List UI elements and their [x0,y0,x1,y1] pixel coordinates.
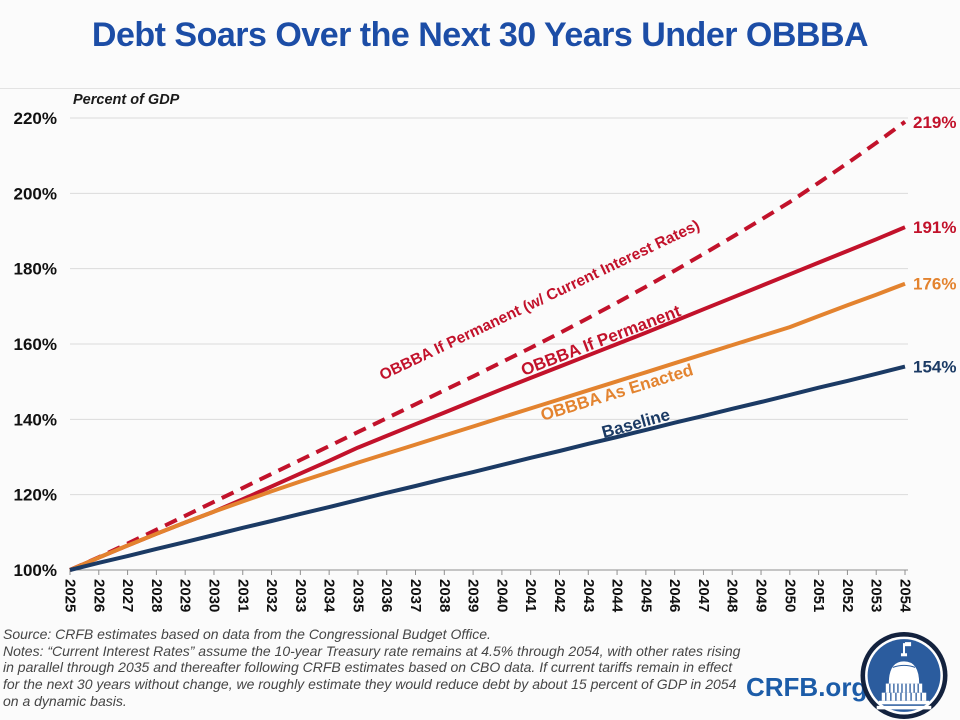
title-divider [0,88,960,89]
x-axis-tick-label: 2036 [378,579,395,612]
x-axis-tick-label: 2037 [407,579,424,612]
x-axis-tick-label: 2033 [292,579,309,612]
x-axis-tick-label: 2029 [177,579,194,612]
x-axis-tick-label: 2032 [263,579,280,612]
x-axis-tick-label: 2031 [234,579,251,612]
series-line-0 [69,120,907,572]
x-axis-tick-label: 2040 [493,579,510,612]
footer: Source: CRFB estimates based on data fro… [3,626,751,709]
notes-text: Notes: “Current Interest Rates” assume t… [3,642,741,709]
series-end-value-label: 176% [913,275,956,294]
series-line-2 [69,281,906,572]
crfb-logo [860,632,948,719]
x-axis-tick-label: 2052 [839,579,856,612]
x-axis-tick-label: 2028 [148,579,165,612]
x-axis-tick-label: 2047 [695,579,712,612]
x-axis-tick-label: 2046 [666,579,683,612]
page-title: Debt Soars Over the Next 30 Years Under … [91,16,869,54]
x-axis-tick-label: 2045 [637,579,654,612]
y-axis-tick-label: 100% [14,561,57,580]
x-axis-tick-label: 2038 [436,579,453,612]
y-axis-tick-label: 180% [14,260,57,279]
x-axis-tick-label: 2044 [609,579,626,613]
capitol-icon [860,632,948,719]
series-end-value-label: 154% [913,358,956,377]
x-axis-tick-label: 2034 [321,579,338,613]
source-text: Source: CRFB estimates based on data fro… [3,626,491,642]
x-axis-tick-label: 2039 [465,579,482,612]
x-axis-tick-label: 2043 [580,579,597,612]
x-axis-tick-label: 2026 [90,579,107,612]
y-axis-tick-label: 200% [14,184,57,203]
series-end-value-label: 191% [913,218,956,237]
x-axis-tick-label: 2049 [753,579,770,612]
series-line-3 [69,364,906,572]
crfb-wordmark: CRFB.org [746,672,868,702]
x-axis-tick-label: 2035 [349,579,366,612]
y-axis-tick-label: 120% [14,486,57,505]
series-end-value-label: 219% [913,113,956,132]
y-axis-tick-label: 160% [14,335,57,354]
x-axis-tick-label: 2027 [119,579,136,612]
x-axis-tick-label: 2042 [551,579,568,612]
x-axis-tick-label: 2025 [62,579,79,612]
x-axis-tick-label: 2051 [810,579,827,612]
x-axis-tick-label: 2041 [522,579,539,612]
y-axis-tick-label: 220% [14,109,57,128]
x-axis-tick-label: 2050 [781,579,798,612]
y-axis-title: Percent of GDP [73,92,180,108]
y-axis-tick-label: 140% [14,410,57,429]
x-axis-tick-label: 2030 [205,579,222,612]
x-axis-tick-label: 2054 [897,579,914,613]
x-axis-tick-label: 2053 [868,579,885,612]
x-axis-tick-label: 2048 [724,579,741,612]
